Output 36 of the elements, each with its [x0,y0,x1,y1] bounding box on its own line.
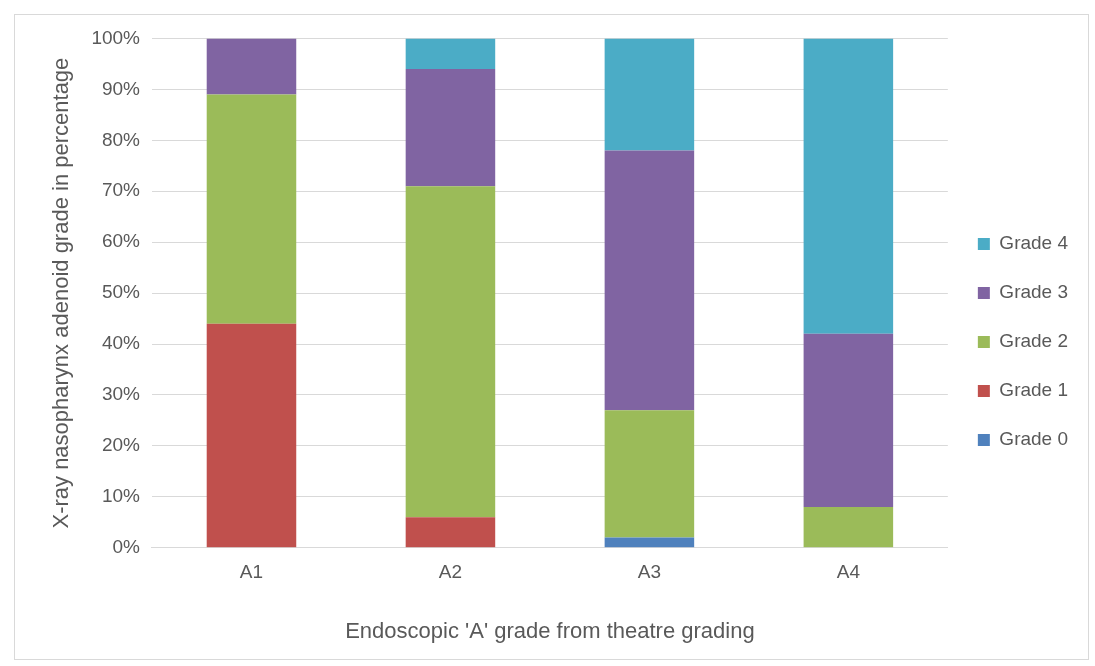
x-tick-label: A4 [836,561,861,583]
y-tick-label: 10% [101,485,141,507]
bar [405,517,496,548]
bar [604,410,695,538]
x-axis-title: Endoscopic 'A' grade from theatre grading [345,617,755,643]
bar [803,38,894,334]
bar [206,94,297,324]
x-tick-label: A1 [239,561,264,583]
legend-label: Grade 0 [999,428,1068,450]
y-tick-label: 100% [91,26,141,48]
bar [206,38,297,95]
x-tick-label: A3 [637,561,662,583]
bar [405,38,496,69]
y-tick-label: 60% [101,230,141,252]
bar [604,537,695,548]
legend-label: Grade 1 [999,379,1068,401]
y-tick-label: 30% [101,383,141,405]
y-tick-label: 80% [101,128,141,150]
bar [803,333,894,508]
y-tick-label: 20% [101,434,141,456]
bar [803,507,894,548]
y-axis-title: X-ray nasopharynx adenoid grade in percentage [48,57,74,529]
bar [604,150,695,411]
legend-label: Grade 3 [999,281,1068,303]
x-tick-label: A2 [438,561,463,583]
bar [604,38,695,151]
bar [405,68,496,187]
legend-label: Grade 4 [999,232,1069,254]
y-tick-label: 90% [101,77,141,99]
bar [206,323,297,548]
legend-label: Grade 2 [999,330,1068,352]
bar [405,186,496,518]
y-tick-label: 70% [101,179,141,201]
y-tick-label: 0% [112,536,141,558]
y-tick-label: 50% [101,281,141,303]
y-tick-label: 40% [101,332,141,354]
